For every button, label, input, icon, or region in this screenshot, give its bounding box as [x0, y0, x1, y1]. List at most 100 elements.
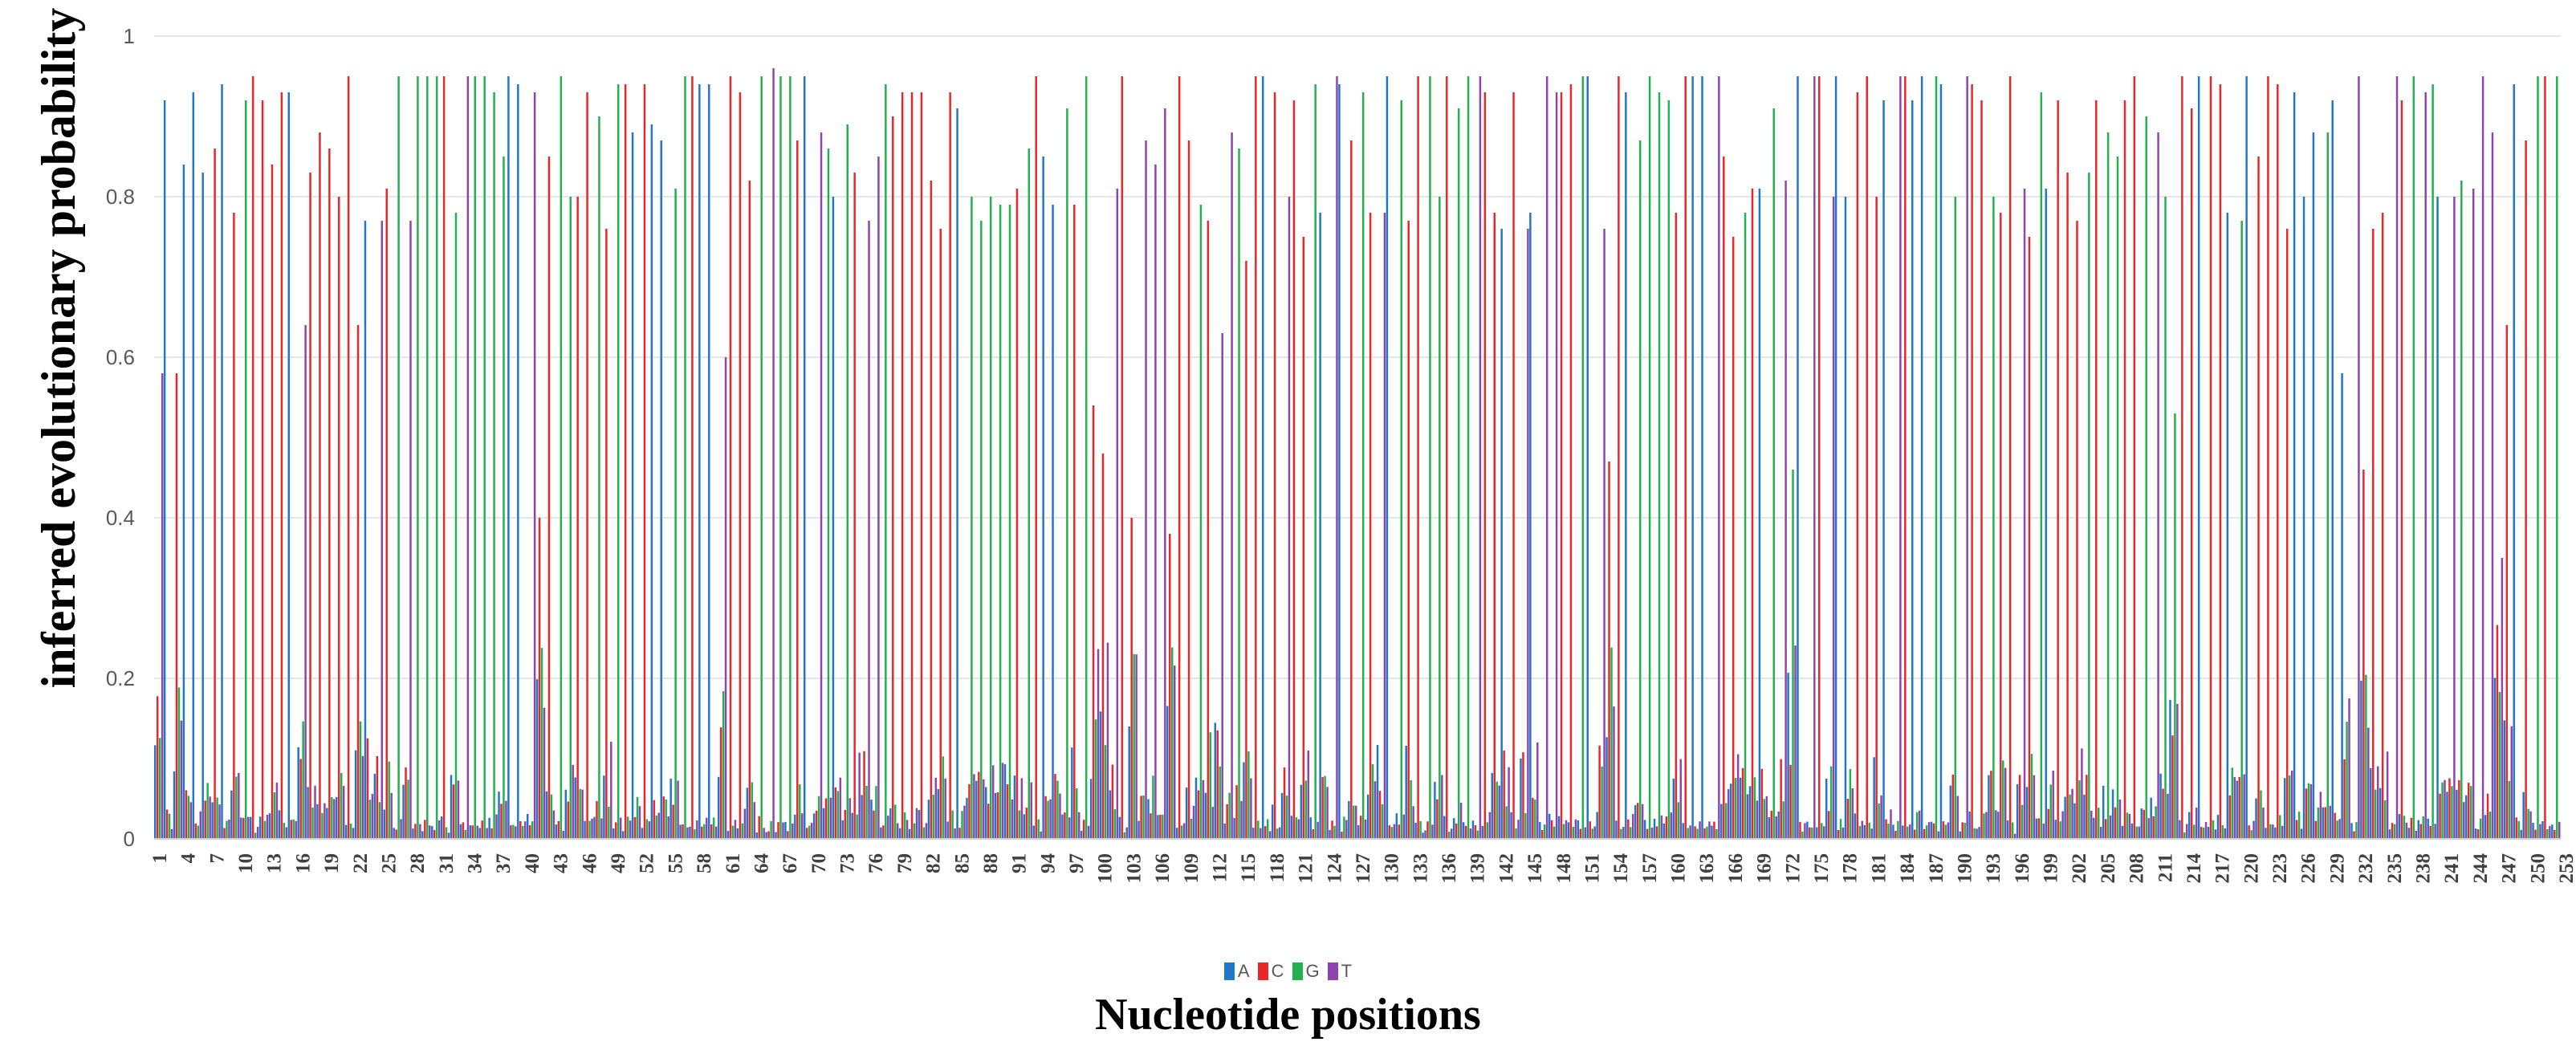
x-tick-label: 106	[1152, 853, 1174, 884]
bar-a	[412, 828, 414, 839]
bar-a	[2179, 820, 2181, 839]
bar-a	[1748, 786, 1752, 839]
legend-item-t[interactable]: T	[1327, 961, 1352, 982]
bar-c	[1464, 825, 1467, 839]
bar-c	[165, 809, 169, 839]
legend-item-c[interactable]: C	[1257, 961, 1284, 982]
x-tick-label: 43	[551, 853, 572, 873]
bar-t	[1469, 828, 1472, 839]
bar-g	[503, 157, 505, 839]
bar-a	[2370, 767, 2372, 839]
bar-t	[1679, 759, 1682, 839]
bar-t	[1182, 823, 1186, 839]
bar-g	[283, 823, 286, 839]
bar-c	[1216, 730, 1219, 839]
bar-a	[201, 173, 204, 839]
bar-g	[1505, 806, 1508, 839]
bar-a	[1873, 757, 1875, 839]
bar-c	[1417, 76, 1419, 839]
bar-t	[1231, 132, 1233, 839]
bar-t	[1278, 827, 1281, 839]
bar-t	[2434, 824, 2436, 839]
bar-a	[1223, 823, 1226, 839]
bar-c	[2496, 625, 2499, 839]
bar-c	[2554, 829, 2556, 839]
bar-a	[1243, 762, 1245, 839]
bar-c	[1292, 100, 1296, 839]
bar-t	[858, 752, 861, 839]
bar-t	[782, 822, 784, 839]
bar-c	[1092, 405, 1095, 839]
x-tick-label: 217	[2212, 853, 2234, 884]
bar-g	[445, 827, 448, 839]
bar-g	[1829, 766, 1833, 839]
x-tick-label: 52	[637, 853, 658, 873]
bar-t	[1288, 197, 1291, 839]
bar-a	[1672, 778, 1675, 839]
bar-c	[1913, 829, 1916, 839]
bar-g	[235, 776, 238, 839]
bar-c	[1589, 821, 1591, 839]
bar-a	[2245, 76, 2248, 839]
bar-a	[249, 816, 252, 839]
bar-a	[1729, 783, 1732, 839]
bar-g	[626, 816, 629, 839]
x-tick-label: 97	[1066, 853, 1088, 873]
bar-c	[1980, 100, 1983, 839]
bar-c	[672, 804, 674, 839]
bar-c	[1121, 76, 1124, 839]
bar-t	[1956, 796, 1959, 839]
x-tick-label: 79	[894, 853, 916, 873]
bar-c	[2008, 76, 2012, 839]
x-tick-label: 175	[1811, 853, 1833, 884]
bar-t	[792, 823, 794, 839]
bar-c	[2248, 825, 2250, 839]
bar-a	[2513, 84, 2515, 839]
bar-a	[2140, 808, 2143, 839]
x-axis-title: Nucleotide positions	[1095, 990, 1481, 1040]
legend-item-a[interactable]: A	[1223, 961, 1250, 982]
bar-t	[1250, 778, 1252, 839]
x-tick-label: 235	[2384, 853, 2406, 884]
bar-c	[1015, 189, 1019, 839]
x-tick-label: 199	[2041, 853, 2062, 884]
bar-a	[1596, 812, 1598, 839]
bar-t	[2252, 820, 2255, 839]
bar-c	[653, 800, 656, 839]
bar-c	[633, 816, 637, 839]
bar-c	[2209, 76, 2212, 839]
bar-c	[2525, 140, 2527, 839]
bar-g	[1353, 805, 1355, 839]
bar-a	[478, 828, 481, 839]
x-tick-label: 19	[321, 853, 343, 873]
bar-t	[2099, 827, 2102, 839]
legend-label-a: A	[1237, 961, 1250, 981]
bar-g	[349, 824, 352, 839]
bar-a	[1939, 84, 1943, 839]
bar-g	[1667, 100, 1671, 839]
bar-t	[1097, 649, 1100, 839]
bar-g	[1162, 814, 1164, 839]
bar-t	[352, 828, 355, 839]
bar-c	[1436, 799, 1439, 839]
bar-t	[944, 778, 946, 839]
bar-c	[1150, 813, 1152, 839]
legend-item-g[interactable]: G	[1292, 961, 1320, 982]
bar-g	[560, 76, 563, 839]
bar-t	[1355, 805, 1357, 839]
bar-t	[1927, 822, 1931, 839]
bar-t	[1784, 181, 1787, 839]
bar-c	[1369, 213, 1372, 839]
bar-g	[2432, 84, 2434, 839]
bar-t	[437, 820, 441, 839]
bar-t	[1345, 820, 1348, 839]
bar-a	[2236, 780, 2238, 839]
bar-g	[903, 812, 906, 839]
bar-t	[2491, 132, 2494, 839]
bar-g	[2021, 804, 2024, 839]
legend[interactable]: A C G T	[0, 957, 2576, 986]
bar-t	[677, 780, 679, 839]
bar-a	[373, 773, 376, 839]
bar-c	[2152, 816, 2155, 839]
bar-t	[648, 821, 651, 839]
